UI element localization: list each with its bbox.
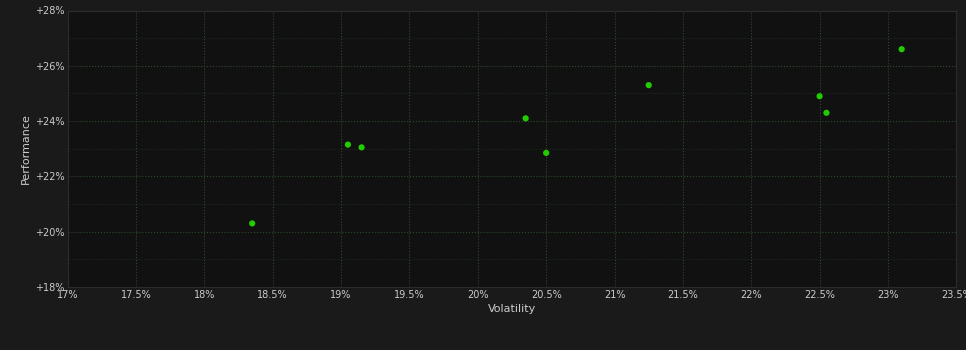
Point [244,220,260,226]
Point [894,47,909,52]
X-axis label: Volatility: Volatility [488,304,536,314]
Point [811,93,827,99]
Y-axis label: Performance: Performance [21,113,31,184]
Point [354,145,369,150]
Point [340,142,355,147]
Point [819,110,835,116]
Point [518,116,533,121]
Point [641,82,657,88]
Point [538,150,554,156]
